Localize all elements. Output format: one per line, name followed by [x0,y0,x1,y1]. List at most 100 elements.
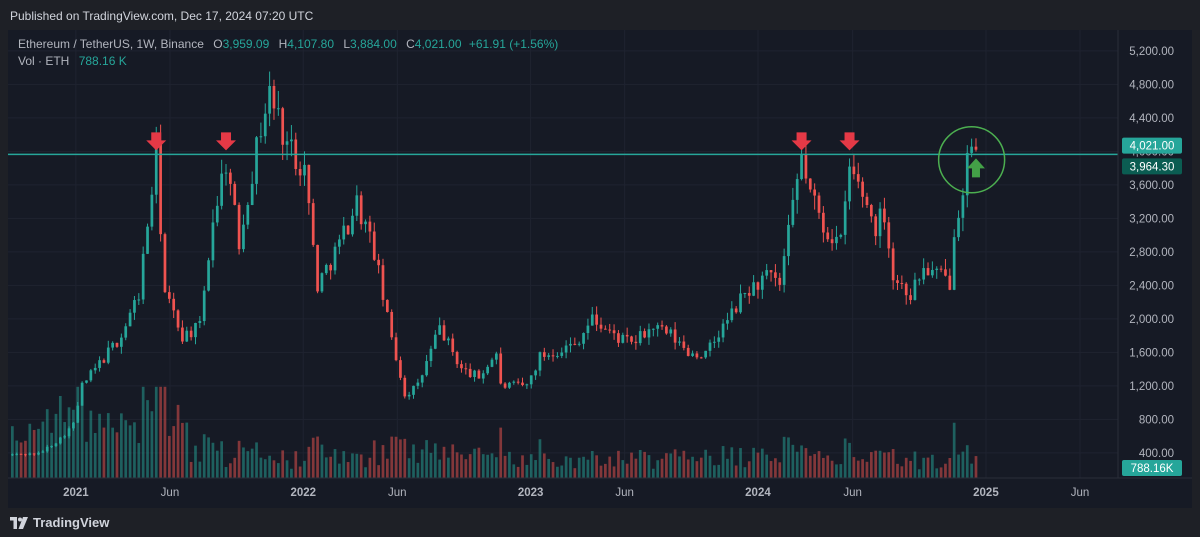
candle-body [917,279,921,281]
candle-body [316,244,319,292]
candle-body [355,195,359,216]
volume-bar [447,457,450,478]
high-value: 4,107.80 [287,37,335,51]
y-tick-label: 2,000.00 [1129,314,1174,326]
candle-body [891,248,895,281]
candle-body [447,338,450,341]
candle-body [839,234,843,237]
candle-body [490,359,494,367]
volume-bar [961,451,965,478]
volume-bar [922,457,926,478]
candle-body [364,221,367,225]
candle-body [229,172,232,184]
volume-bar [429,452,433,478]
volume-bar [865,461,869,478]
candle-body [390,311,394,338]
y-tick-label: 3,600.00 [1129,180,1174,192]
volume-bar [259,457,263,478]
candle-body [460,364,463,369]
volume-bar [787,437,790,478]
candle-body [120,337,123,347]
candle-body [268,85,271,114]
candle-body [630,336,633,342]
candle-body [695,353,699,358]
volume-bar [438,459,442,478]
volume-bar [686,459,690,478]
volume-bar [516,466,520,478]
candle-body [939,268,943,270]
volume-bar [19,442,23,478]
volume-bar [909,460,912,478]
volume-bar [503,455,507,478]
volume-bar [573,468,577,478]
change-value: +61.91 (+1.56%) [468,37,559,51]
candle-body [673,329,677,343]
volume-bar [826,455,830,478]
candle-body [682,341,686,348]
candle-body [651,328,655,330]
down-arrow-marker [839,132,860,151]
candle-body [433,334,437,349]
candle-body [743,293,747,295]
volume-bar [460,454,463,478]
candle-body [595,314,598,325]
x-tick-label: Jun [161,487,180,499]
candle-body [242,224,245,250]
chart-area[interactable]: 400.00 800.00 1,200.00 1,600.00 2,000.00 2,40… [8,30,1192,508]
volume-bar [935,468,939,478]
up-arrow-marker [966,158,985,178]
volume-bar [194,445,197,478]
candle-body [372,231,376,260]
candle-body [420,375,424,383]
price-chart[interactable]: 400.00 800.00 1,200.00 1,600.00 2,000.00 2,40… [8,30,1192,508]
volume-bar [359,454,363,478]
candle-body [817,195,821,213]
candle-body [50,446,53,448]
volume-bar [403,438,407,478]
candle-body [486,366,489,374]
candle-body [887,222,891,249]
volume-bar [303,460,306,478]
volume-bar [521,455,524,478]
volume-bar [708,455,712,478]
candle-body [822,212,825,233]
volume-bar [625,463,629,478]
volume-bar [512,464,516,478]
volume-bar [900,466,904,478]
volume-bar [28,423,32,478]
volume-bar [137,443,141,478]
candle-body [394,337,398,361]
y-tick-label: 3,200.00 [1129,213,1174,225]
volume-bar [774,458,777,478]
candle-body [272,85,276,109]
symbol-title[interactable]: Ethereum / TetherUS, 1W, Binance [18,37,204,51]
candle-body [560,352,564,356]
volume-bar [739,448,742,478]
candle-body [586,325,590,334]
x-tick-label: Jun [1071,487,1090,499]
candle-body [124,326,128,338]
y-tick-label: 1,600.00 [1129,347,1174,359]
volume-bar [791,444,795,478]
candle-body [547,355,551,357]
volume-bar [451,444,455,478]
candle-body [564,345,568,353]
candle-body [926,268,930,276]
volume-bar [638,449,642,478]
volume-bar [250,448,254,478]
volume-bar [202,434,206,478]
tradingview-logo[interactable]: TradingView [10,515,109,530]
candle-body [76,405,80,423]
candle-body [896,280,899,284]
volume-bar [464,459,468,478]
legend-volume-row: Vol · ETH 788.16 K [18,53,558,70]
highlight-circle [937,126,1006,194]
volume-bar [455,452,459,478]
price-label-bg [1122,137,1182,154]
candle-body [542,352,546,357]
volume-bar [704,449,707,478]
candle-body [303,164,306,176]
candle-body [141,253,145,300]
candle-body [338,239,341,247]
volume-bar [294,451,298,478]
